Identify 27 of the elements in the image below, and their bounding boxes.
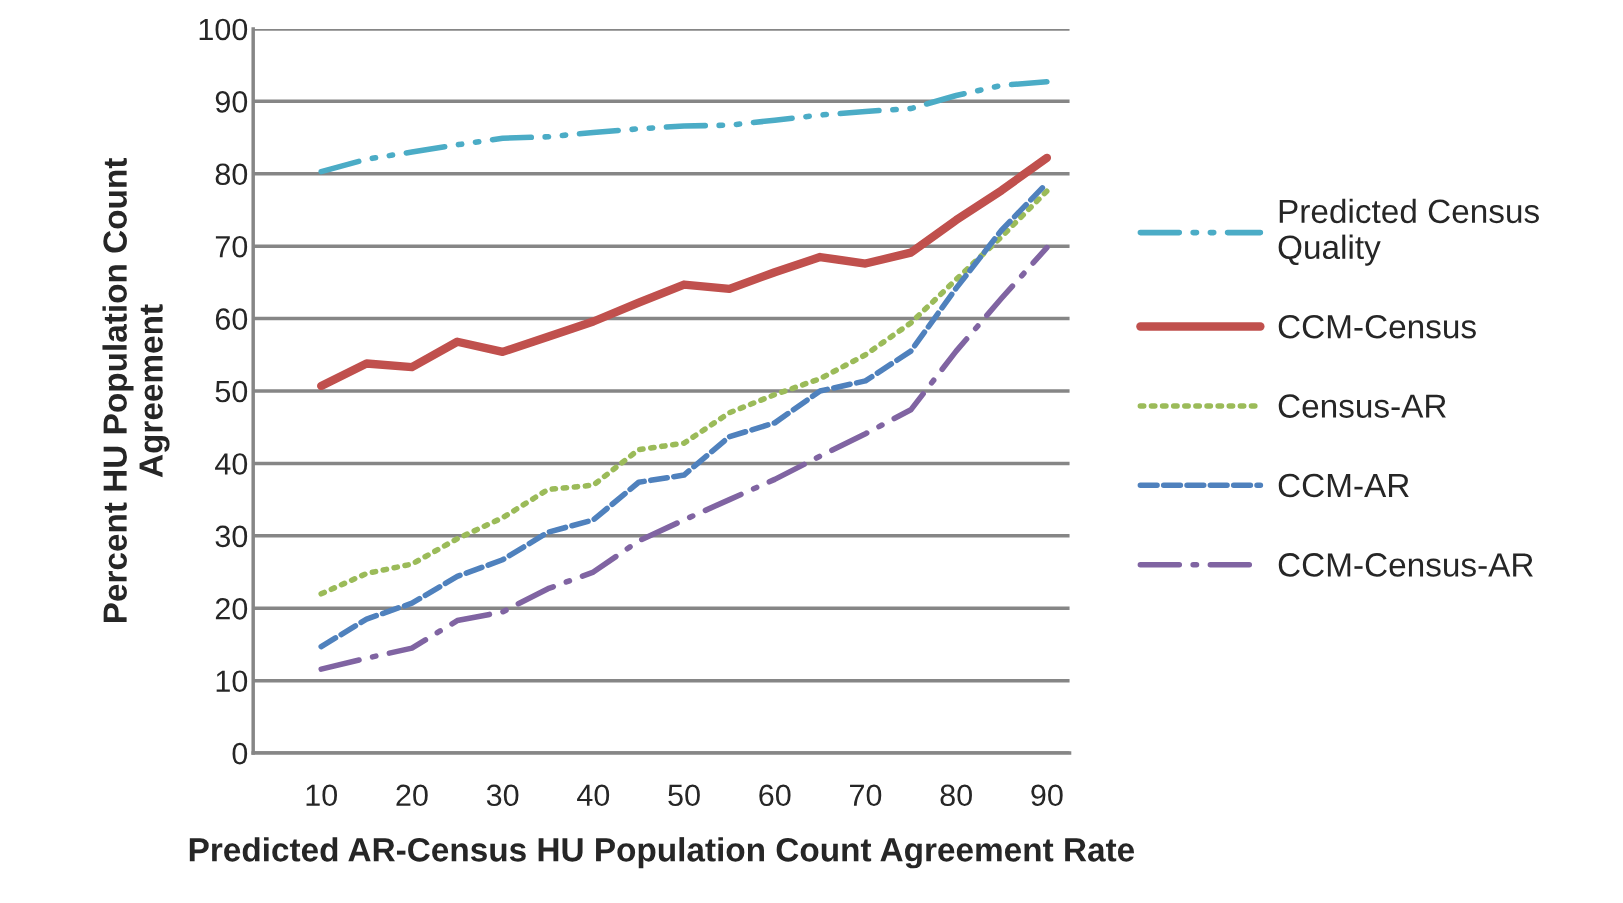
y-tick-label: 0 (232, 742, 248, 765)
x-tick-label: 30 (486, 784, 519, 807)
y-tick-label: 70 (215, 235, 248, 258)
legend-label: Predicted Census Quality (1278, 198, 1539, 266)
y-tick-label: 10 (216, 670, 248, 693)
x-tick-label: 10 (306, 784, 338, 807)
y-tick-label: 20 (215, 598, 248, 620)
y-tick-label: 100 (199, 18, 248, 41)
x-tick-label: 50 (668, 784, 700, 807)
x-tick-label: 40 (577, 784, 610, 807)
y-tick-label: 30 (215, 525, 248, 548)
x-tick-label: 60 (759, 784, 791, 807)
x-tick-label: 70 (850, 784, 882, 807)
y-tick-label: 40 (215, 453, 248, 475)
legend-label: Census-AR (1278, 394, 1446, 418)
legend-label: CCM-Census-AR (1278, 553, 1533, 577)
legend-label: CCM-AR (1278, 473, 1409, 498)
x-axis-title: Predicted AR-Census HU Population Count Agreement Rate (189, 837, 1135, 869)
y-axis-title: Percent HU Population Count Agreement (102, 158, 170, 623)
legend-label: CCM-Census (1278, 314, 1476, 339)
x-tick-label: 80 (940, 784, 972, 807)
x-tick-label: 20 (396, 784, 428, 807)
y-tick-label: 80 (215, 163, 248, 186)
x-tick-label: 90 (1031, 784, 1063, 807)
y-tick-label: 90 (215, 91, 248, 113)
y-tick-label: 60 (215, 308, 248, 330)
y-tick-label: 50 (215, 380, 248, 403)
